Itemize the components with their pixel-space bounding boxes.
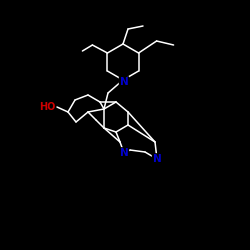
Text: N: N <box>152 154 162 164</box>
Text: N: N <box>120 148 128 158</box>
Text: HO: HO <box>39 102 55 112</box>
Text: N: N <box>120 77 128 87</box>
Text: HO: HO <box>39 102 55 112</box>
